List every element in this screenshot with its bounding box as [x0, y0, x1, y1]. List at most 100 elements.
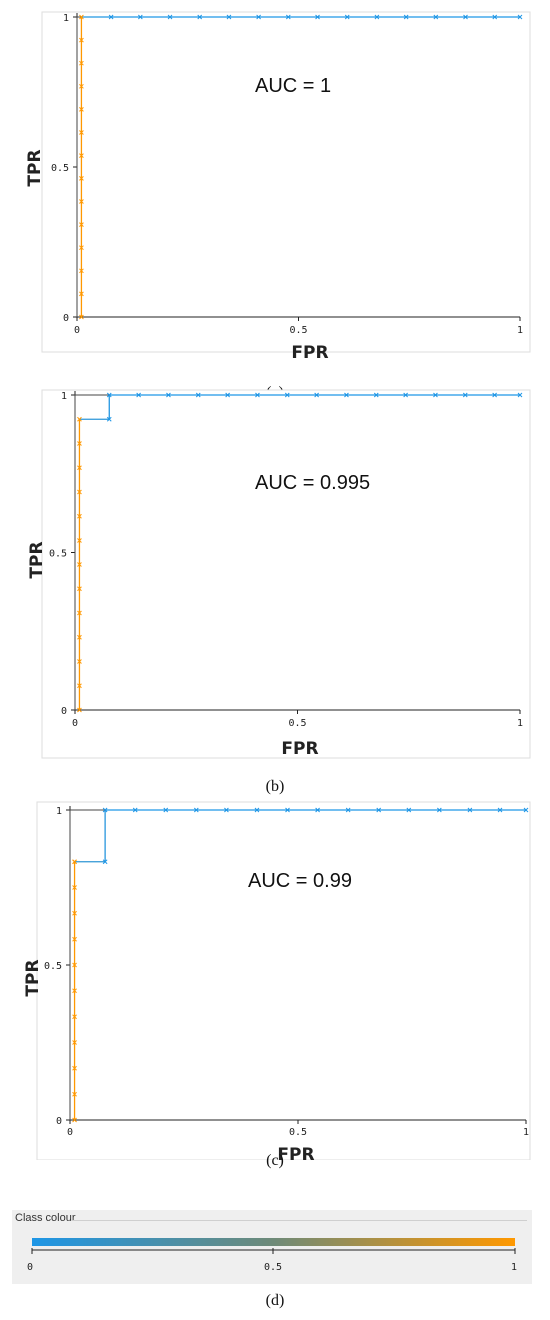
roc-point: [225, 392, 230, 398]
x-tick-label: 1: [523, 1127, 529, 1138]
plot-frame: [36, 801, 531, 1160]
x-tick-label: 0: [74, 325, 80, 336]
y-tick-label: 0: [63, 313, 69, 324]
roc-point: [79, 60, 84, 66]
legend-title-divider: [72, 1220, 527, 1221]
roc-point: [137, 14, 143, 20]
roc-point: [108, 14, 114, 20]
y-tick-label: 0.5: [51, 163, 69, 174]
roc-point: [406, 807, 412, 813]
roc-point: [77, 634, 82, 640]
roc-point: [163, 807, 169, 813]
roc-point: [433, 14, 439, 20]
caption-c: (c): [266, 1152, 284, 1169]
roc-point: [72, 936, 77, 942]
roc-point: [517, 392, 523, 398]
roc-point: [72, 859, 77, 865]
roc-point: [403, 14, 409, 20]
roc-point: [77, 513, 82, 519]
y-tick-label: 0.5: [44, 961, 62, 972]
roc-point: [376, 807, 382, 813]
roc-point: [374, 14, 380, 20]
roc-point: [224, 807, 229, 813]
roc-chart-b: 0 0.5 1 0 0.5 1 TPR FPR AUC = 0.995: [27, 389, 531, 759]
auc-annotation: AUC = 0.995: [255, 472, 370, 494]
roc-point: [344, 392, 349, 398]
y-tick-label: 0.5: [49, 549, 67, 560]
roc-point: [197, 14, 203, 20]
roc-point: [77, 683, 82, 689]
y-axis-title: TPR: [25, 149, 45, 186]
x-tick-label: 0: [67, 1127, 73, 1138]
x-axis-title: FPR: [277, 1145, 314, 1160]
y-axis-title: TPR: [27, 541, 47, 578]
roc-point: [77, 586, 82, 592]
roc-point: [195, 392, 201, 398]
roc-point: [285, 807, 290, 813]
roc-point: [193, 807, 199, 813]
auc-annotation: AUC = 0.99: [248, 870, 352, 892]
roc-point: [102, 807, 108, 813]
roc-point: [77, 465, 82, 471]
roc-point: [463, 14, 468, 20]
roc-point: [79, 153, 84, 158]
roc-point: [79, 268, 84, 274]
x-tick-label: 0.5: [289, 1127, 307, 1138]
roc-point: [255, 392, 260, 398]
y-tick-label: 0: [56, 1116, 62, 1127]
roc-point: [77, 489, 82, 495]
roc-point: [437, 807, 442, 813]
roc-point: [167, 14, 173, 20]
legend-tick-1: 1: [511, 1262, 517, 1273]
roc-point: [226, 14, 232, 20]
x-tick-label: 0: [72, 718, 78, 729]
roc-point: [523, 807, 529, 813]
caption-b: (b): [265, 778, 285, 795]
legend-tick-0: 0: [27, 1262, 33, 1273]
roc-point: [344, 14, 350, 20]
x-tick-label: 0.5: [288, 718, 306, 729]
roc-point: [77, 562, 82, 567]
roc-point: [79, 107, 84, 112]
y-axis-title: TPR: [23, 959, 43, 996]
roc-chart-c: 0 0.5 1 0 0.5 1 TPR FPR AUC = 0.99: [23, 801, 531, 1160]
roc-point: [462, 392, 468, 398]
roc-point: [315, 807, 320, 813]
roc-point: [79, 83, 84, 89]
roc-point: [373, 392, 379, 398]
roc-point: [72, 1014, 77, 1020]
roc-point: [77, 416, 82, 422]
roc-point: [72, 1040, 77, 1045]
roc-point: [102, 859, 108, 865]
class-colour-gradient-bar: [32, 1238, 515, 1246]
legend-tick-half: 0.5: [264, 1262, 282, 1273]
roc-point: [79, 176, 84, 181]
roc-point: [345, 807, 351, 813]
caption-d: (d): [265, 1292, 285, 1309]
x-axis-title: FPR: [291, 343, 328, 363]
roc-point: [79, 245, 84, 251]
roc-point: [132, 807, 138, 813]
roc-point: [79, 14, 84, 20]
roc-point: [77, 538, 82, 543]
x-axis-title: FPR: [281, 739, 318, 759]
roc-point: [72, 1091, 77, 1097]
roc-point: [467, 807, 473, 813]
roc-point: [72, 1065, 77, 1071]
roc-point: [106, 392, 112, 398]
roc-point: [79, 314, 84, 320]
roc-point: [77, 441, 82, 446]
roc-point: [166, 392, 171, 398]
roc-point: [79, 222, 84, 227]
legend-axis: 0 0.5 1: [27, 1248, 517, 1273]
roc-point: [79, 199, 84, 204]
roc-point: [77, 610, 82, 616]
roc-point: [79, 37, 84, 43]
auc-annotation: AUC = 1: [255, 75, 331, 97]
x-tick-label: 1: [517, 718, 523, 729]
roc-point: [72, 910, 77, 916]
roc-point: [79, 291, 84, 297]
roc-point: [315, 14, 320, 20]
roc-point: [284, 392, 290, 398]
roc-point: [517, 14, 523, 20]
